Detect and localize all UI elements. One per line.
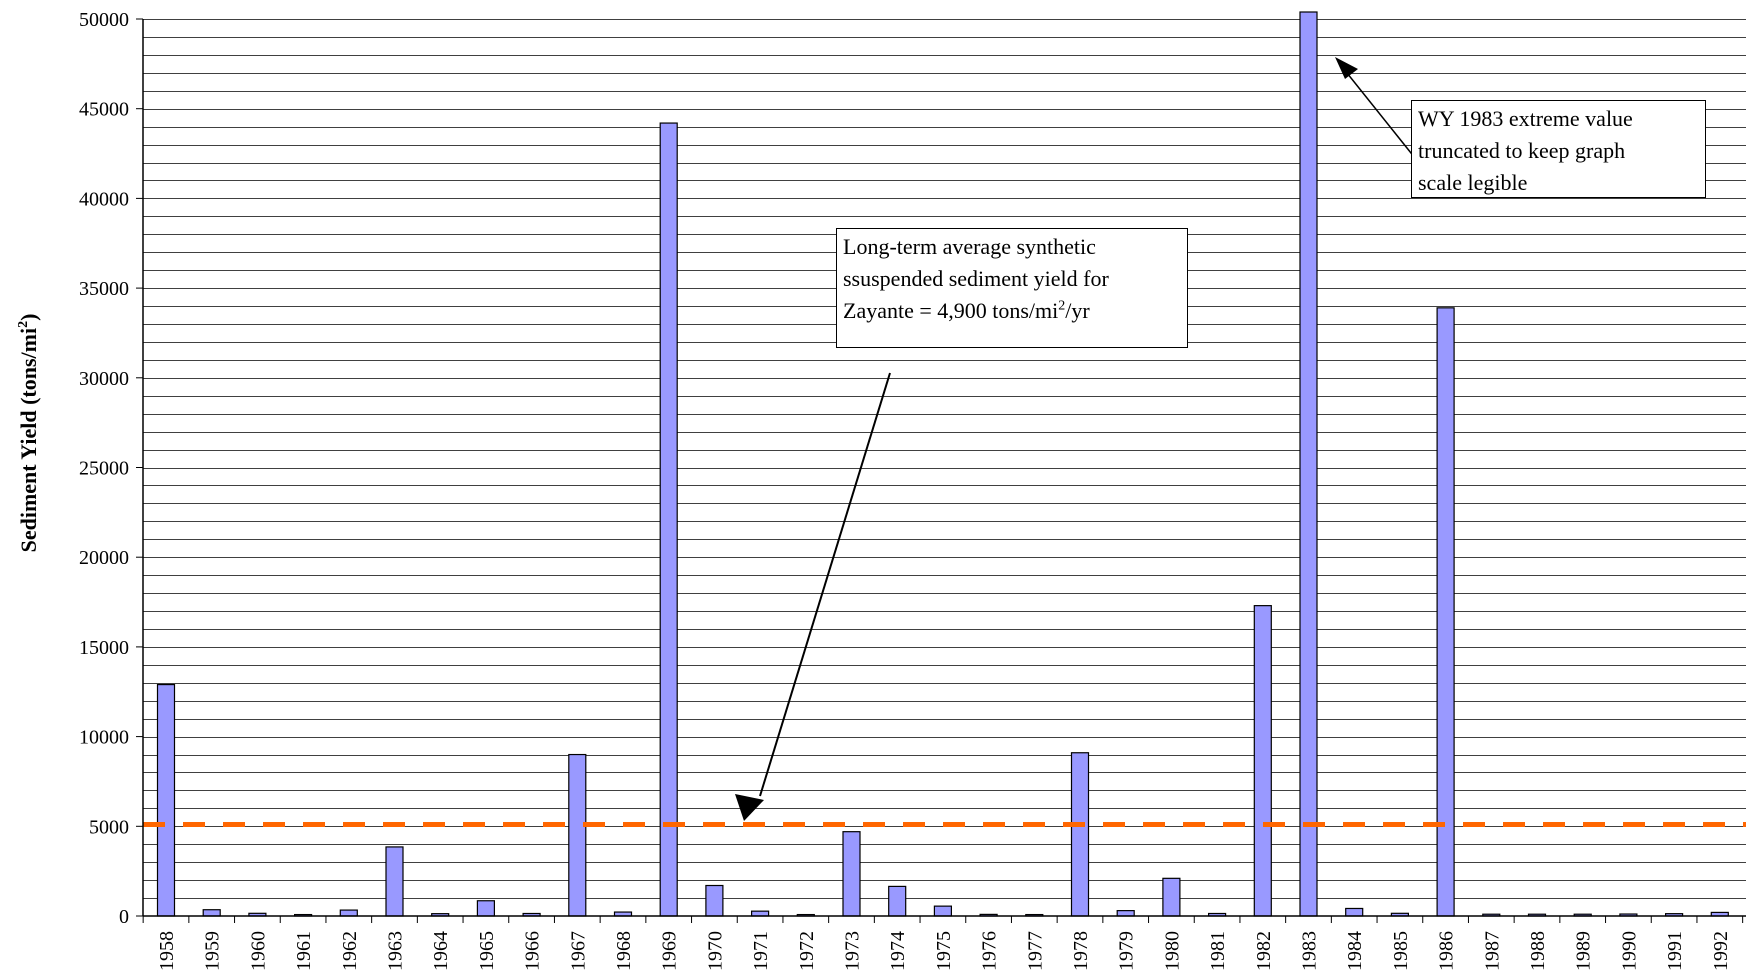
x-tick-label-1973: 1973 [842,931,864,971]
x-tick-label-1970: 1970 [704,931,726,971]
average-arrowhead [735,794,764,821]
x-tick-label-1988: 1988 [1527,931,1549,971]
x-tick-label-1976: 1976 [979,931,1001,971]
y-tick-label-35000: 35000 [79,278,129,300]
bar-1975 [933,905,953,917]
bar-1962 [339,909,358,917]
y-tick-label-10000: 10000 [79,727,129,749]
bar-1979 [1116,910,1135,917]
x-tick-label-1987: 1987 [1481,931,1503,971]
bar-1980 [1162,877,1181,917]
x-tick-label-1967: 1967 [567,931,589,971]
average-arrow-shaft [759,372,891,797]
bar-1983 [1299,11,1318,917]
bar-1958 [156,683,176,917]
x-tick-label-1958: 1958 [156,931,178,971]
x-tick-label-1959: 1959 [202,931,224,971]
x-tick-label-1986: 1986 [1436,931,1458,971]
x-tick-label-1985: 1985 [1390,931,1412,971]
axes [136,18,1746,923]
y-tick-label-45000: 45000 [79,99,129,121]
truncation-annotation-line1: WY 1983 extreme value [1418,106,1633,131]
y-tick-label-20000: 20000 [79,547,129,569]
y-tick-label-25000: 25000 [79,458,129,480]
x-tick-label-1964: 1964 [430,931,452,971]
bar-1978 [1070,752,1090,917]
y-tick-label-0: 0 [119,906,129,928]
annotation-arrows [735,57,1416,821]
truncation-arrow-shaft [1346,72,1416,159]
x-tick-label-1992: 1992 [1710,931,1732,971]
x-tick-label-1968: 1968 [613,931,635,971]
x-tick-label-1977: 1977 [1024,931,1046,971]
bar-1970 [705,884,724,917]
x-tick-label-1978: 1978 [1070,931,1092,971]
average-annotation-line2: ssuspended sediment yield for [843,266,1109,291]
bar-1973 [842,831,861,917]
average-annotation-box: Long-term average synthetic ssuspended s… [836,228,1188,348]
y-tick-label-15000: 15000 [79,637,129,659]
bar-1959 [202,909,221,917]
y-tick-label-5000: 5000 [89,816,129,838]
x-tick-label-1969: 1969 [659,931,681,971]
bar-1982 [1253,605,1272,917]
x-tick-label-1983: 1983 [1299,931,1321,971]
x-tick-label-1979: 1979 [1116,931,1138,971]
x-tick-label-1980: 1980 [1161,931,1183,971]
y-tick-labels: 0 5000 10000 15000 20000 25000 30000 35000 40000… [79,9,129,928]
bar-1967 [568,753,587,917]
bar-1984 [1345,907,1364,917]
average-annotation-line1: Long-term average synthetic [843,234,1096,259]
y-tick-label-40000: 40000 [79,188,129,210]
bar-1965 [476,900,495,917]
x-tick-label-1966: 1966 [522,931,544,971]
bar-1974 [888,885,907,917]
x-tick-labels: 1958 1959 1960 1961 1962 1963 1964 1965 1966 1967… [156,931,1732,971]
bars [156,11,1729,917]
x-tick-label-1960: 1960 [247,931,269,971]
y-axis-title: Sediment Yield (tons/mi2) [16,314,41,553]
bar-1963 [385,846,404,917]
gridlines [143,19,1746,899]
x-tick-label-1961: 1961 [293,931,315,971]
y-tick-label-50000: 50000 [79,9,129,31]
x-tick-label-1984: 1984 [1344,931,1366,971]
x-tick-label-1982: 1982 [1253,931,1275,971]
x-tick-label-1962: 1962 [339,931,361,971]
x-tick-label-1965: 1965 [476,931,498,971]
x-tick-label-1963: 1963 [385,931,407,971]
truncation-annotation-line3: scale legible [1418,170,1528,195]
x-tick-label-1989: 1989 [1573,931,1595,971]
average-annotation-line3: Zayante = 4,900 tons/mi2/yr [843,298,1090,323]
x-tick-label-1991: 1991 [1664,931,1686,971]
truncation-annotation-box: WY 1983 extreme value truncated to keep … [1411,100,1706,198]
x-tick-label-1981: 1981 [1207,931,1229,971]
x-tick-label-1974: 1974 [887,931,909,971]
y-tick-label-30000: 30000 [79,368,129,390]
truncation-annotation-line2: truncated to keep graph [1418,138,1626,163]
bar-1969 [659,122,678,917]
x-tick-label-1972: 1972 [796,931,818,971]
x-tick-label-1971: 1971 [750,931,772,971]
x-tick-label-1990: 1990 [1618,931,1640,971]
x-tick-label-1975: 1975 [933,931,955,971]
truncation-arrowhead [1335,57,1358,79]
